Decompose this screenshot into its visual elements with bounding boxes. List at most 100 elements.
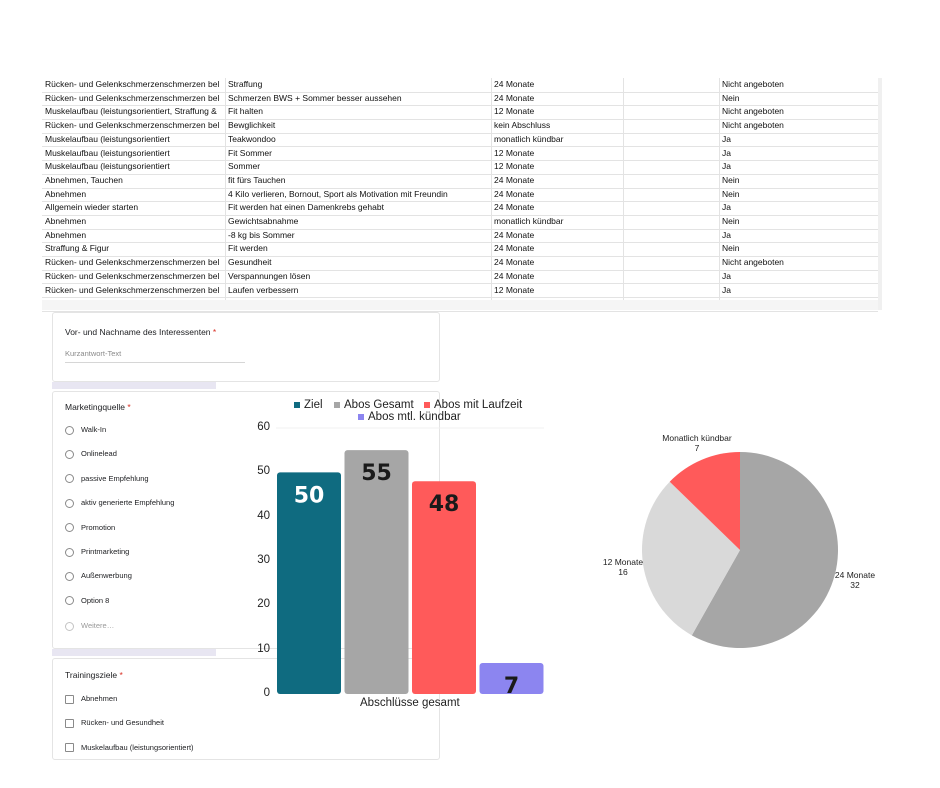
table-cell[interactable]: 12 Monate	[494, 284, 535, 295]
table-cell[interactable]: Rücken- und Gelenkschmerzenschmerzen bel	[45, 79, 220, 89]
table-cell[interactable]: 24 Monate	[494, 257, 535, 268]
name-short-answer-input[interactable]: Kurzantwort-Text	[65, 349, 245, 363]
table-cell[interactable]: Muskelaufbau (leistungsorientiert, Straf…	[45, 106, 217, 117]
radio-option[interactable]: Promotion	[65, 522, 115, 536]
table-row: Rücken- und Gelenkschmerzenschmerzen bel…	[42, 92, 878, 107]
y-tick-label: 0	[263, 687, 270, 699]
checkbox-option[interactable]: Rücken- und Gesundheit	[65, 717, 164, 731]
y-tick-label: 60	[257, 421, 270, 433]
table-cell[interactable]: 24 Monate	[494, 79, 535, 89]
table-cell[interactable]: Fit Sommer	[228, 147, 272, 158]
table-cell[interactable]: Schmerzen BWS + Sommer besser aussehen	[228, 92, 402, 103]
table-cell[interactable]: Rücken- und Gelenkschmerzenschmerzen bel	[45, 284, 220, 295]
table-cell[interactable]: Ja	[722, 270, 731, 281]
column-divider	[623, 78, 624, 310]
table-cell[interactable]: Rücken- und Gelenkschmerzenschmerzen bel	[45, 92, 220, 103]
legend-item-abos-mtl-kuendbar: Abos mtl. kündbar	[358, 411, 461, 423]
table-cell[interactable]: Nicht angeboten	[722, 120, 784, 131]
table-cell[interactable]: Nein	[722, 92, 740, 103]
table-row: Rücken- und Gelenkschmerzenschmerzen bel…	[42, 119, 878, 134]
table-row-empty[interactable]	[42, 297, 878, 312]
table-cell[interactable]: Laufen verbessern	[228, 284, 299, 295]
radio-icon	[65, 523, 74, 533]
table-cell[interactable]: Sommer	[228, 161, 261, 172]
pie-slice-24-monate	[691, 452, 838, 648]
table-cell[interactable]: Rücken- und Gelenkschmerzenschmerzen bel	[45, 120, 220, 131]
radio-option-label: passive Empfehlung	[81, 473, 149, 483]
table-cell[interactable]: Rücken- und Gelenkschmerzenschmerzen bel	[45, 257, 220, 268]
table-cell[interactable]: 12 Monate	[494, 106, 535, 117]
table-cell[interactable]: Nein	[722, 174, 740, 185]
table-cell[interactable]: 24 Monate	[494, 174, 535, 185]
table-cell[interactable]: Nicht angeboten	[722, 106, 784, 117]
table-cell[interactable]: 24 Monate	[494, 188, 535, 199]
table-cell[interactable]: 4 Kilo verlieren, Bornout, Sport als Mot…	[228, 188, 448, 199]
table-cell[interactable]: Gewichtsabnahme	[228, 216, 299, 226]
table-cell[interactable]: Nein	[722, 216, 740, 226]
table-cell[interactable]: Abnehmen	[45, 229, 87, 240]
table-cell[interactable]: Muskelaufbau (leistungsorientiert	[45, 161, 170, 172]
table-cell[interactable]: Muskelaufbau (leistungsorientiert	[45, 147, 170, 158]
option-more[interactable]: Weitere…	[65, 620, 114, 634]
table-cell[interactable]: Ja	[722, 229, 731, 240]
legend-swatch	[358, 413, 364, 420]
table-cell[interactable]: 12 Monate	[494, 147, 535, 158]
x-axis-category-label: Abschlüsse gesamt	[360, 697, 460, 709]
table-cell[interactable]: Teakwondoo	[228, 133, 276, 144]
radio-option[interactable]: passive Empfehlung	[65, 473, 149, 487]
radio-option[interactable]: Printmarketing	[65, 546, 129, 560]
training-question-title: Trainingsziele *	[65, 670, 123, 680]
slice-value: 16	[618, 567, 628, 577]
table-cell[interactable]: 24 Monate	[494, 202, 535, 213]
table-cell[interactable]: -8 kg bis Sommer	[228, 229, 295, 240]
table-cell[interactable]: Verspannungen lösen	[228, 270, 311, 281]
legend-swatch	[334, 401, 340, 408]
slice-value: 7	[694, 443, 700, 453]
horizontal-scrollbar[interactable]	[42, 300, 882, 310]
table-cell[interactable]: kein Abschluss	[494, 120, 551, 131]
checkbox-option-label: Muskelaufbau (leistungsorientiert)	[81, 742, 194, 752]
table-cell[interactable]: Straffung	[228, 79, 263, 89]
table-cell[interactable]: 12 Monate	[494, 161, 535, 172]
table-cell[interactable]: Fit werden hat einen Damenkrebs gehabt	[228, 202, 384, 213]
table-cell[interactable]: monatlich kündbar	[494, 216, 564, 226]
table-cell[interactable]: Nein	[722, 243, 740, 254]
checkbox-option[interactable]: Abnehmen	[65, 693, 117, 707]
table-cell[interactable]: Ja	[722, 133, 731, 144]
legend-item-ziel: Ziel	[294, 399, 323, 411]
table-cell[interactable]: Ja	[722, 161, 731, 172]
table-cell[interactable]: Bewglichkeit	[228, 120, 276, 131]
vertical-scrollbar[interactable]	[878, 78, 882, 310]
radio-option[interactable]: aktiv generierte Empfehlung	[65, 497, 174, 511]
table-cell[interactable]: Ja	[722, 147, 731, 158]
table-cell[interactable]: 24 Monate	[494, 243, 535, 254]
table-cell[interactable]: 24 Monate	[494, 270, 535, 281]
table-cell[interactable]: Ja	[722, 202, 731, 213]
radio-option[interactable]: Option 8	[65, 595, 109, 609]
table-cell[interactable]: Nicht angeboten	[722, 79, 784, 89]
table-cell[interactable]: Nein	[722, 188, 740, 199]
table-cell[interactable]: Muskelaufbau (leistungsorientiert	[45, 133, 170, 144]
table-cell[interactable]: Abnehmen	[45, 216, 87, 226]
table-cell[interactable]: Abnehmen	[45, 188, 87, 199]
name-question-card: Vor- und Nachname des Interessenten * Ku…	[52, 312, 440, 382]
table-cell[interactable]: 24 Monate	[494, 92, 535, 103]
table-cell[interactable]: fit fürs Tauchen	[228, 174, 286, 185]
radio-option[interactable]: Außenwerbung	[65, 570, 132, 584]
radio-option[interactable]: Onlinelead	[65, 448, 117, 462]
table-cell[interactable]: monatlich kündbar	[494, 133, 564, 144]
table-cell[interactable]: Rücken- und Gelenkschmerzenschmerzen bel	[45, 270, 220, 281]
table-row: Muskelaufbau (leistungsorientiert Fit Som…	[42, 147, 878, 162]
table-cell[interactable]: Allgemein wieder starten	[45, 202, 139, 213]
table-cell[interactable]: Gesundheit	[228, 257, 272, 268]
table-cell[interactable]: Ja	[722, 284, 731, 295]
radio-option[interactable]: Walk-In	[65, 424, 106, 438]
table-cell[interactable]: Fit halten	[228, 106, 263, 117]
table-cell[interactable]: Fit werden	[228, 243, 268, 254]
table-cell[interactable]: Nicht angeboten	[722, 257, 784, 268]
checkbox-option[interactable]: Muskelaufbau (leistungsorientiert)	[65, 742, 194, 756]
pie-label-12-monate: 12 Monate 16	[588, 557, 658, 577]
table-cell[interactable]: Straffung & Figur	[45, 243, 110, 254]
table-cell[interactable]: 24 Monate	[494, 229, 535, 240]
table-cell[interactable]: Abnehmen, Tauchen	[45, 174, 123, 185]
